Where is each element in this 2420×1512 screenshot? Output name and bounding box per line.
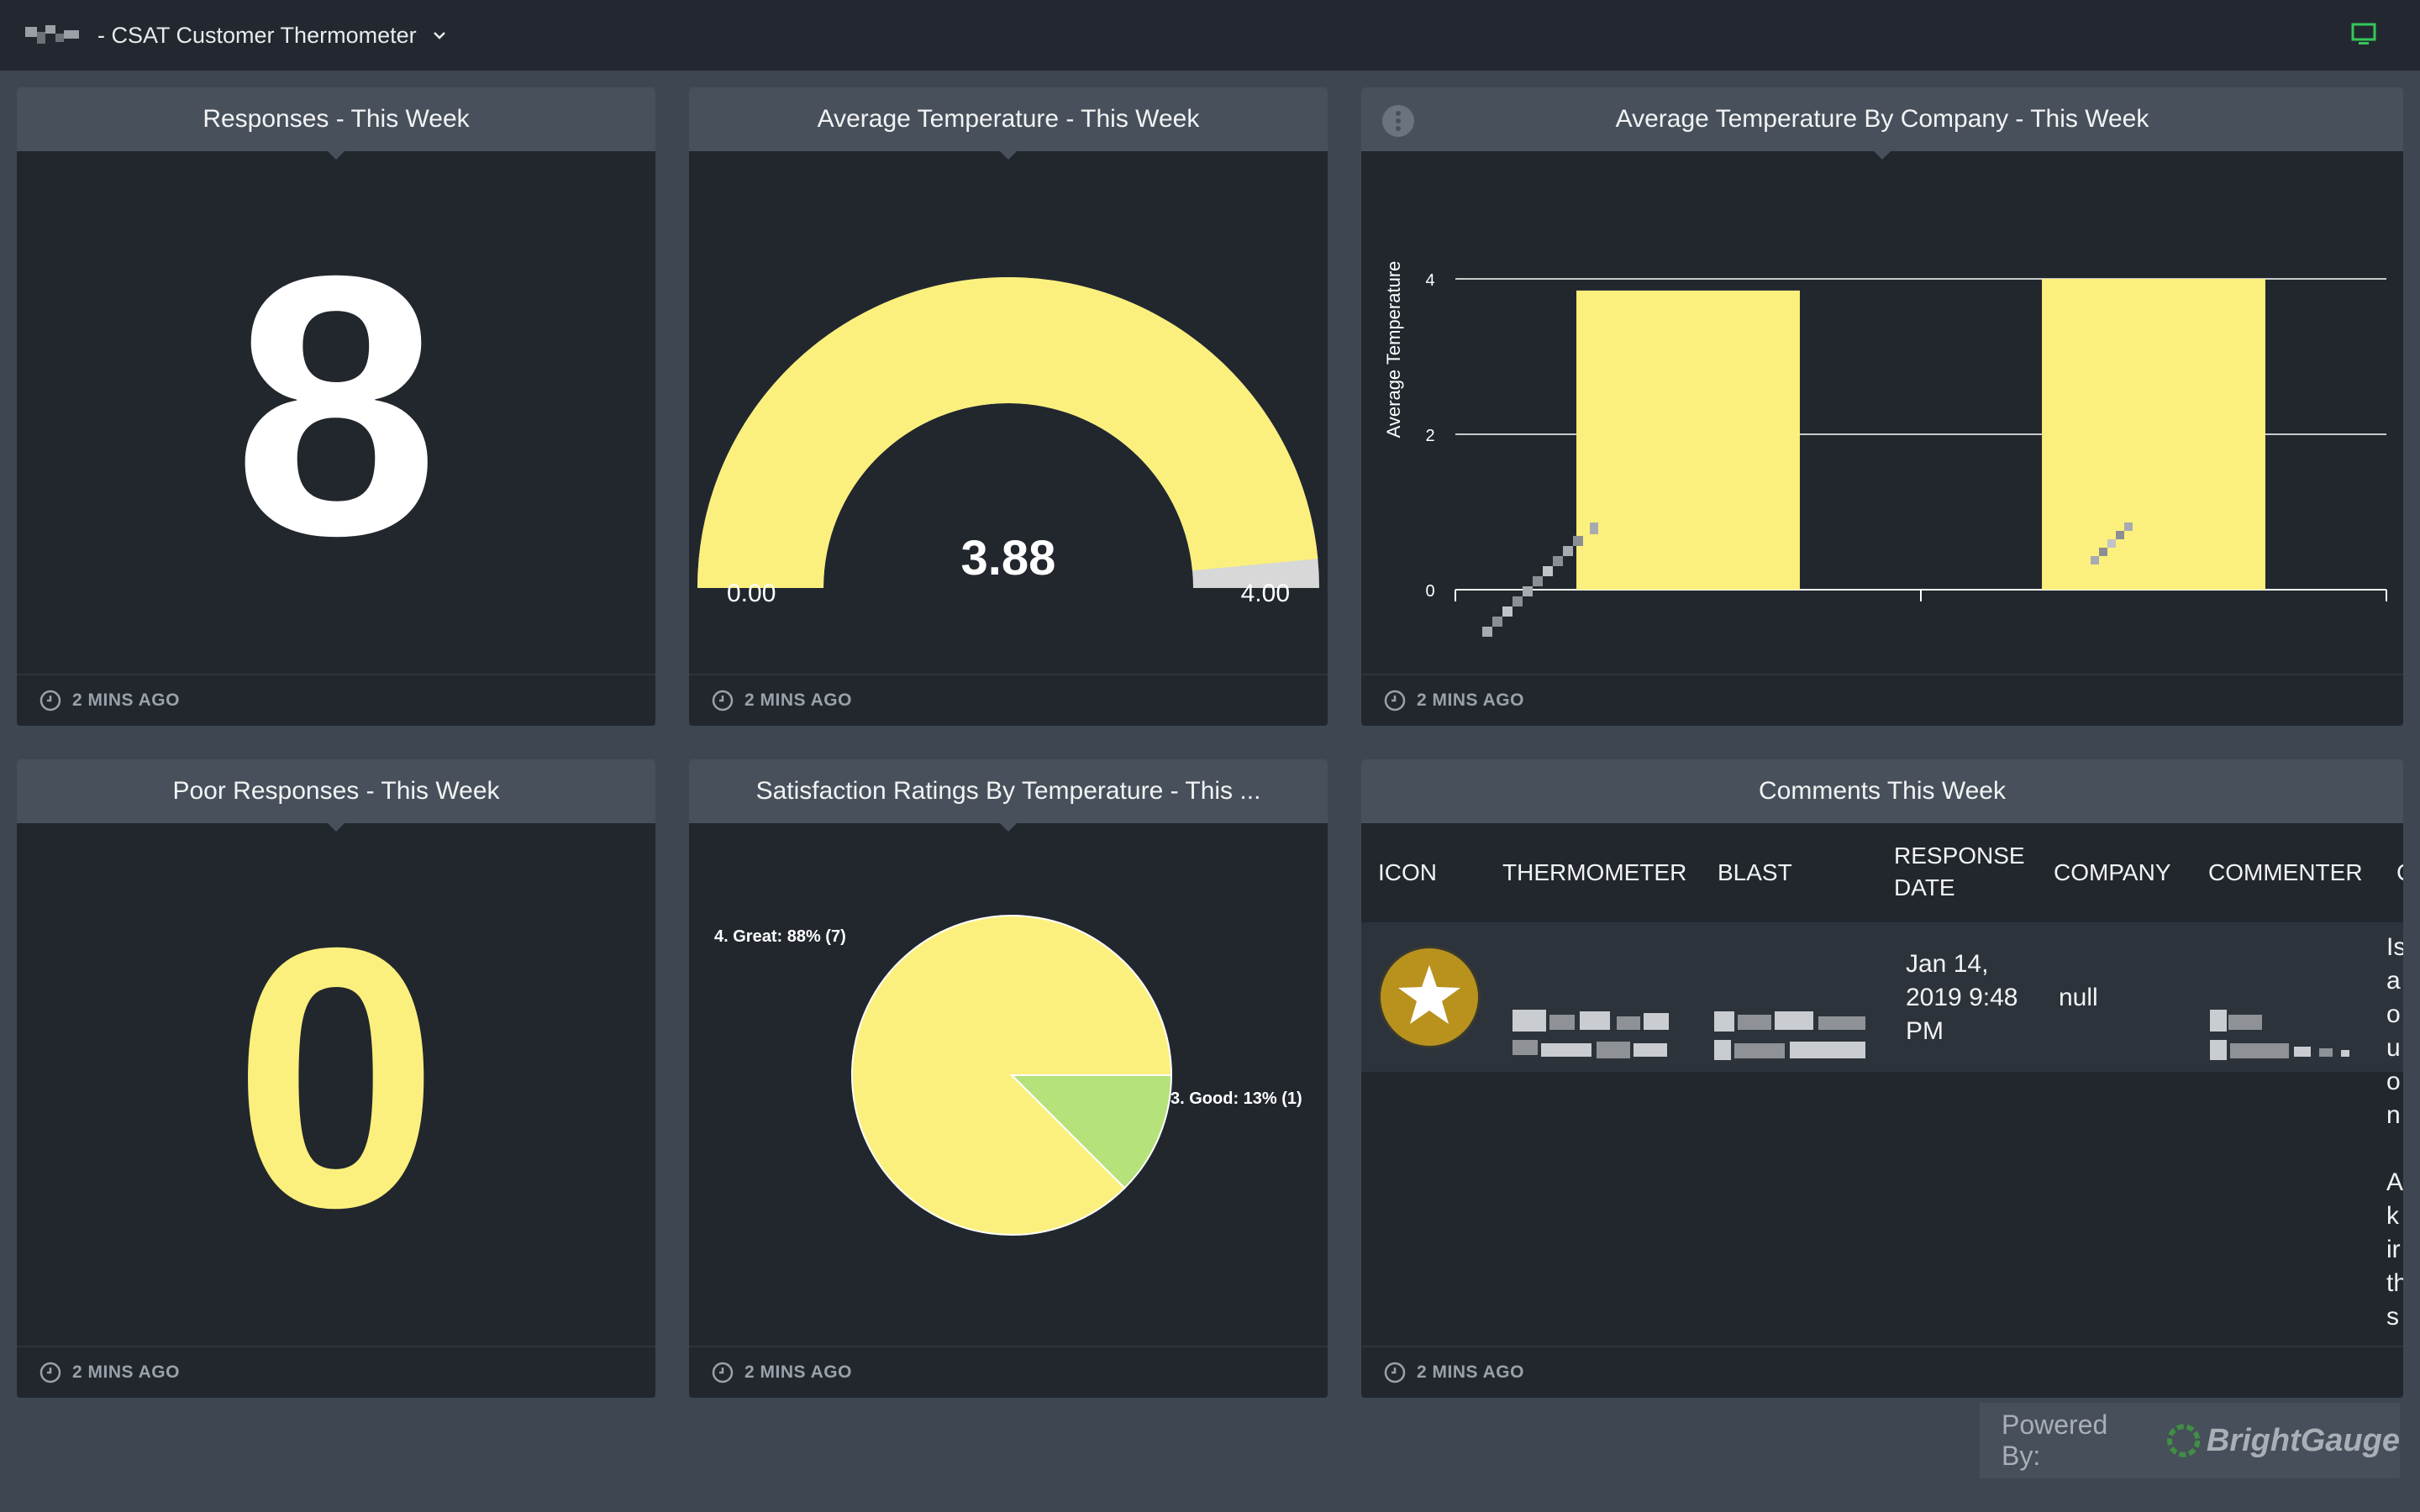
pie-label-good: 3. Good: 13% (1)	[1171, 1089, 1302, 1108]
cut-letter: ir	[2386, 1236, 2401, 1263]
pie-slice[interactable]	[1009, 1074, 1173, 1189]
panel-footer: 2 MINS AGO	[17, 674, 655, 726]
commenter-value-blurred	[2210, 1010, 2361, 1068]
column-header-commenter[interactable]: COMMENTER	[2208, 859, 2363, 885]
cut-letter: th	[2386, 1269, 2403, 1297]
cut-letter: a	[2386, 967, 2401, 995]
star-icon	[1378, 946, 1481, 1048]
clock-icon	[39, 1362, 61, 1383]
cut-letter: A	[2386, 1168, 2403, 1196]
avg-temperature-panel: Average Temperature - This Week 3.88 0.0…	[689, 87, 1328, 726]
chevron-down-icon	[433, 32, 445, 39]
y-tick-label: 2	[1425, 427, 1434, 445]
bar-chart: Average Temperature 0 2 4	[1383, 261, 2387, 637]
monitor-icon[interactable]	[2351, 23, 2376, 46]
column-header-cut: C	[2396, 857, 2403, 889]
column-header-response-date[interactable]: RESPONSE DATE	[1894, 843, 2025, 900]
powered-by-label: Powered By:	[2002, 1410, 2108, 1471]
y-axis-label: Average Temperature	[1383, 261, 1404, 438]
last-updated: 2 MINS AGO	[1417, 690, 1524, 710]
panel-header: Average Temperature By Company - This We…	[1361, 87, 2403, 160]
responses-count: 8	[233, 200, 439, 612]
poor-responses-count: 0	[233, 872, 439, 1284]
gauge-min-label: 0.00	[727, 580, 776, 607]
panel-title: Satisfaction Ratings By Temperature - Th…	[755, 777, 1261, 805]
last-updated: 2 MINS AGO	[1417, 1362, 1524, 1382]
cut-letter: Is	[2386, 933, 2403, 961]
gauge-chart: 3.88 0.00 4.00	[697, 277, 1319, 607]
y-tick-label: 4	[1425, 271, 1434, 290]
response-date-cell: Jan 14, 2019 9:48 PM	[1906, 950, 2018, 1045]
panel-title: Poor Responses - This Week	[172, 777, 500, 805]
panel-title: Responses - This Week	[203, 105, 470, 133]
pie-chart: 4. Great: 88% (7) 3. Good: 13% (1)	[714, 914, 1302, 1236]
comments-panel: Comments This Week ICON THERMOMETER BLAS…	[1361, 759, 2403, 1398]
comment-column-cut: Is a o u o n A k ir th s	[2386, 931, 2403, 1351]
panel-header: Poor Responses - This Week	[17, 759, 655, 832]
panel-header: Satisfaction Ratings By Temperature - Th…	[689, 759, 1328, 832]
dashboard-title: - CSAT Customer Thermometer	[97, 22, 417, 48]
powered-by-badge[interactable]: Powered By: BrightGauge	[1980, 1403, 2400, 1478]
clock-icon	[39, 690, 61, 711]
last-updated: 2 MINS AGO	[744, 690, 852, 710]
gauge-fill	[697, 277, 1318, 588]
panel-header: Responses - This Week	[17, 87, 655, 160]
x-axis-labels-blurred	[1482, 522, 2133, 637]
column-header-icon[interactable]: ICON	[1378, 859, 1437, 885]
cut-letter: u	[2386, 1034, 2401, 1062]
y-tick-label: 0	[1425, 582, 1434, 601]
column-header-thermometer[interactable]: THERMOMETER	[1502, 859, 1687, 885]
clock-icon	[1384, 690, 1406, 711]
top-bar: - CSAT Customer Thermometer	[0, 0, 2420, 71]
last-updated: 2 MINS AGO	[72, 690, 180, 710]
satisfaction-ratings-panel: Satisfaction Ratings By Temperature - Th…	[689, 759, 1328, 1398]
brightgauge-logo-icon	[2166, 1424, 2200, 1457]
last-updated: 2 MINS AGO	[72, 1362, 180, 1382]
last-updated: 2 MINS AGO	[744, 1362, 852, 1382]
clock-icon	[712, 690, 734, 711]
cut-letter: o	[2386, 1000, 2401, 1028]
panel-header: Average Temperature - This Week	[689, 87, 1328, 160]
table-row[interactable]: Jan 14, 2019 9:48 PM null	[1361, 922, 2403, 1072]
panel-footer: 2 MINS AGO	[17, 1346, 655, 1398]
company-cell: null	[2059, 984, 2098, 1011]
more-options-icon[interactable]	[1381, 104, 1415, 138]
responses-panel: Responses - This Week 8 2 MINS AGO	[17, 87, 655, 726]
panel-footer: 2 MINS AGO	[689, 1346, 1328, 1398]
dashboard-selector[interactable]: - CSAT Customer Thermometer	[97, 23, 449, 49]
poor-responses-panel: Poor Responses - This Week 0 2 MINS AGO	[17, 759, 655, 1398]
cut-letter: n	[2386, 1101, 2401, 1129]
column-header-blast[interactable]: BLAST	[1718, 859, 1792, 885]
cut-letter: o	[2386, 1068, 2401, 1095]
clock-icon	[1384, 1362, 1406, 1383]
bar[interactable]	[1576, 290, 1800, 590]
blast-value-blurred	[1714, 1010, 1874, 1068]
pie-label-great: 4. Great: 88% (7)	[714, 927, 846, 946]
bar[interactable]	[2042, 279, 2265, 590]
brand-name: BrightGauge	[2206, 1422, 2400, 1458]
avg-temperature-by-company-panel: Average Temperature By Company - This We…	[1361, 87, 2403, 726]
column-header-company[interactable]: COMPANY	[2054, 859, 2171, 885]
panel-header: Comments This Week	[1361, 759, 2403, 823]
panel-footer: 2 MINS AGO	[1361, 674, 2403, 726]
cut-letter: k	[2386, 1202, 2399, 1230]
cut-letter: s	[2386, 1303, 2399, 1331]
panel-title: Average Temperature By Company - This We…	[1615, 105, 2149, 133]
panel-title: Comments This Week	[1759, 777, 2006, 805]
clock-icon	[712, 1362, 734, 1383]
gauge-value: 3.88	[961, 531, 1056, 585]
company-logo	[25, 22, 84, 49]
table-header: ICON THERMOMETER BLAST RESPONSE DATE COM…	[1361, 823, 2403, 922]
pie-slice[interactable]	[851, 914, 1173, 1236]
panel-footer: 2 MINS AGO	[1361, 1346, 2403, 1398]
panel-title: Average Temperature - This Week	[817, 105, 1200, 133]
gauge-max-label: 4.00	[1241, 580, 1290, 607]
panel-footer: 2 MINS AGO	[689, 674, 1328, 726]
thermometer-value-blurred	[1512, 1010, 1672, 1068]
